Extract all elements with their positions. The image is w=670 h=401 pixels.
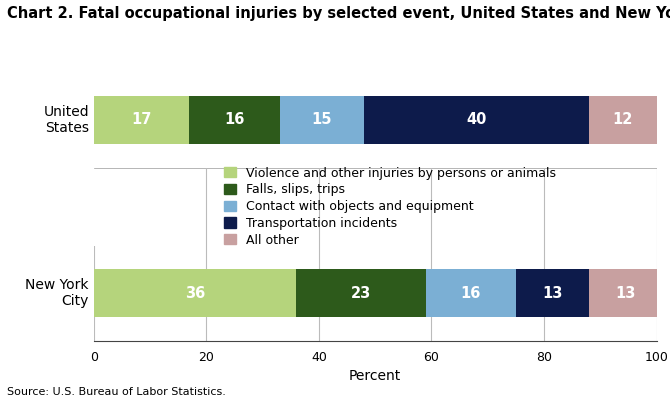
Text: Chart 2. Fatal occupational injuries by selected event, United States and New Yo: Chart 2. Fatal occupational injuries by … <box>7 6 670 21</box>
Bar <box>279 96 364 144</box>
Text: 36: 36 <box>185 286 205 301</box>
X-axis label: Percent: Percent <box>349 369 401 383</box>
Bar <box>426 269 516 317</box>
Text: 17: 17 <box>131 112 152 128</box>
Bar <box>94 269 296 317</box>
Bar <box>296 269 426 317</box>
Legend: Violence and other injuries by persons or animals, Falls, slips, trips, Contact : Violence and other injuries by persons o… <box>224 166 556 247</box>
Text: 40: 40 <box>466 112 486 128</box>
Text: 16: 16 <box>224 112 245 128</box>
Text: 13: 13 <box>542 286 563 301</box>
Bar <box>589 96 657 144</box>
Text: 13: 13 <box>616 286 636 301</box>
Text: 12: 12 <box>612 112 633 128</box>
Text: 15: 15 <box>312 112 332 128</box>
Text: 16: 16 <box>461 286 481 301</box>
Bar <box>190 96 279 144</box>
Bar <box>516 269 589 317</box>
Text: Source: U.S. Bureau of Labor Statistics.: Source: U.S. Bureau of Labor Statistics. <box>7 387 226 397</box>
Bar <box>364 96 589 144</box>
Bar <box>94 96 190 144</box>
Bar <box>589 269 662 317</box>
Text: 23: 23 <box>351 286 371 301</box>
